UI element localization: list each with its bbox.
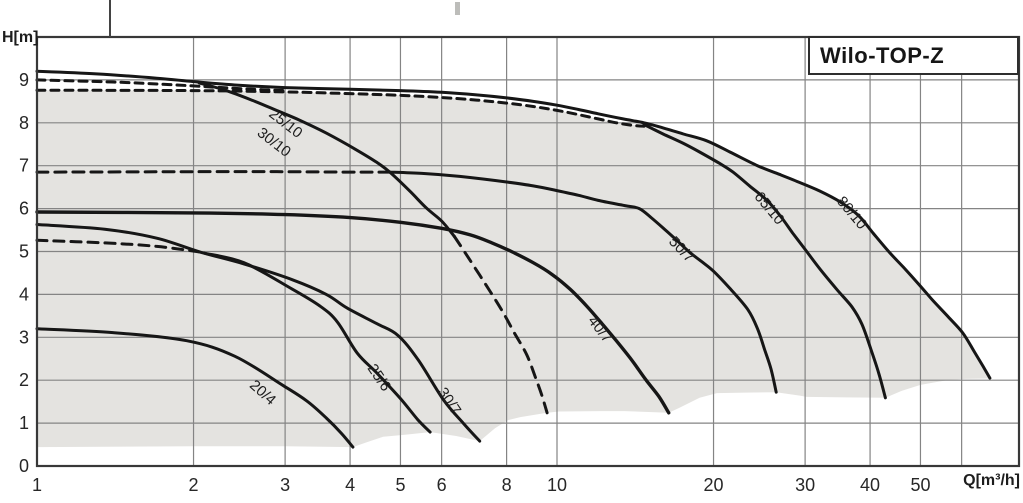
x-axis-label: Q[m³/h] [963, 472, 1020, 489]
x-tick-label-20: 20 [704, 475, 724, 495]
curve-curve-25-10-30-10 [197, 81, 456, 238]
x-tick-label-1: 1 [32, 475, 42, 495]
curve-dashed-9m [35, 78, 287, 93]
curve-curve-25-6 [203, 251, 432, 434]
curve-curve-40-7 [35, 210, 671, 415]
y-tick-label-6: 6 [19, 199, 29, 219]
y-tick-label-0: 0 [19, 456, 29, 476]
curve-curve-20-4 [35, 327, 355, 449]
plot-frame [35, 35, 1021, 468]
curve-curve-50-7-dashed-head [35, 170, 392, 174]
x-tick-label-50: 50 [910, 475, 930, 495]
y-tick-label-3: 3 [19, 327, 29, 347]
y-tick-label-4: 4 [19, 284, 29, 304]
x-tick-label-5: 5 [395, 475, 405, 495]
curve-curve-65-10 [642, 123, 887, 400]
curve-curve-25-10-30-10-dashed-tail [452, 235, 549, 415]
y-tick-label-8: 8 [19, 113, 29, 133]
x-tick-label-2: 2 [189, 475, 199, 495]
y-tick-label-9: 9 [19, 70, 29, 90]
operating-range-region [37, 90, 990, 448]
x-tick-label-8: 8 [502, 475, 512, 495]
scan-artifact-mark [455, 2, 460, 15]
curve-dashed-8-76m [35, 88, 646, 128]
x-tick-label-6: 6 [437, 475, 447, 495]
x-tick-label-40: 40 [860, 475, 880, 495]
chart-title: Wilo-TOP-Z [820, 42, 945, 68]
x-tick-label-10: 10 [547, 475, 567, 495]
x-tick-label-4: 4 [345, 475, 355, 495]
y-axis-label: H[m] [2, 29, 39, 46]
curve-curve-50-7 [388, 170, 778, 394]
x-tick-label-30: 30 [795, 475, 815, 495]
curve-curve-30-7 [35, 223, 482, 443]
curve-envelope-top-80-10 [35, 69, 992, 380]
chart-title-box: Wilo-TOP-Z [808, 36, 1019, 75]
y-tick-label-2: 2 [19, 370, 29, 390]
y-tick-label-5: 5 [19, 242, 29, 262]
x-tick-label-3: 3 [280, 475, 290, 495]
scan-artifact-line [109, 0, 111, 37]
y-tick-label-7: 7 [19, 156, 29, 176]
y-tick-label-1: 1 [19, 413, 29, 433]
curve-curve-25-6-dashed-head [35, 238, 201, 254]
